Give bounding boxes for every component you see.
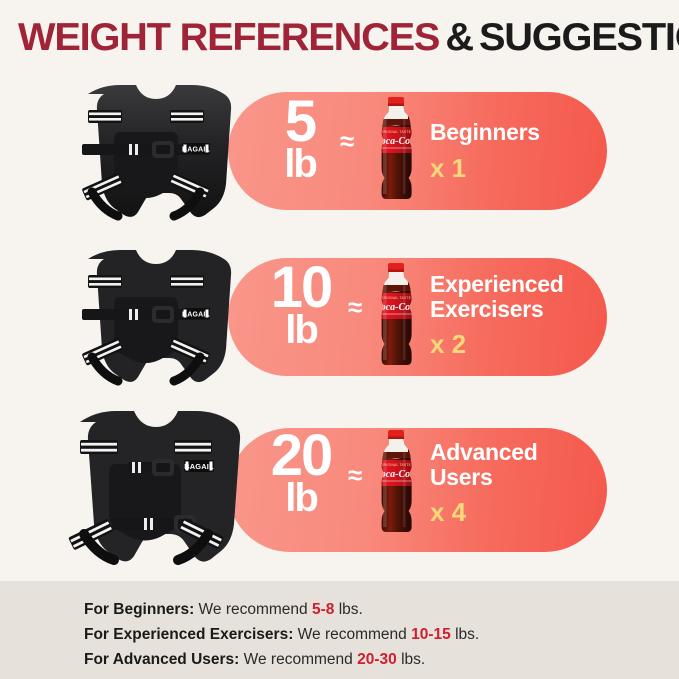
audience-block: Experienced Exercisers x 2 bbox=[430, 272, 564, 360]
recommendation-value: 5-8 bbox=[311, 601, 335, 618]
audience-label-line2: Users bbox=[430, 463, 493, 490]
weight-number: 20 bbox=[270, 423, 334, 488]
row-pill-background bbox=[228, 428, 607, 552]
recommendation-text-before: We recommend bbox=[297, 626, 407, 644]
recommendation-text-after: lbs. bbox=[338, 601, 363, 618]
recommendation-line-experienced: For Experienced Exercisers: We recommend… bbox=[84, 622, 479, 647]
svg-text:ORIGINAL TASTE: ORIGINAL TASTE bbox=[381, 130, 411, 134]
audience-block: Advanced Users x 4 bbox=[430, 440, 538, 528]
page-title-ampersand: & bbox=[445, 16, 474, 59]
weight-number: 5 bbox=[284, 89, 317, 154]
page-title-red-part: WEIGHT REFERENCES bbox=[18, 16, 440, 59]
weight-value-block: 5 lb bbox=[252, 89, 348, 187]
audience-label: Beginners bbox=[430, 119, 540, 145]
recommendation-value: 10-15 bbox=[411, 626, 451, 644]
audience-label-line1: Experienced bbox=[430, 271, 564, 297]
vest-brand-label: BAGAIL bbox=[184, 462, 214, 471]
audience-label-line1: Advanced bbox=[430, 439, 538, 465]
coca-cola-bottle-icon: ORIGINAL TASTE Coca-Cola bbox=[372, 97, 420, 206]
recommendation-label: For Experienced Exercisers: bbox=[84, 626, 294, 644]
recommendation-text-before: We recommend bbox=[198, 601, 308, 618]
audience-label-line2: Exercisers bbox=[430, 295, 544, 322]
approx-symbol: ≈ bbox=[348, 460, 363, 490]
weight-row-20lb: BAGAIL 20 lb ≈ bbox=[0, 404, 679, 576]
recommendation-value: 20-30 bbox=[357, 651, 397, 669]
svg-text:Coca-Cola: Coca-Cola bbox=[374, 136, 418, 147]
svg-text:Coca-Cola: Coca-Cola bbox=[374, 469, 418, 480]
weight-value-block: 20 lb bbox=[248, 423, 354, 521]
recommendation-text-after: lbs. bbox=[455, 626, 480, 644]
coca-cola-bottle-icon: ORIGINAL TASTE Coca-Cola bbox=[372, 263, 420, 372]
recommendation-footer: For Beginners: We recommend 5-8 lbs. For… bbox=[0, 581, 679, 679]
weight-vest-icon: BAGAIL bbox=[48, 406, 244, 576]
weight-row-5lb: BAGAIL 5 lb ≈ bbox=[0, 72, 679, 230]
recommendation-label: For Advanced Users: bbox=[84, 651, 240, 669]
recommendation-line-advanced: For Advanced Users: We recommend 20-30 l… bbox=[84, 647, 479, 672]
approx-symbol: ≈ bbox=[340, 126, 355, 156]
page-title: WEIGHT REFERENCES & SUGGESTIONS bbox=[18, 16, 679, 60]
svg-text:ORIGINAL TASTE: ORIGINAL TASTE bbox=[381, 296, 411, 300]
page-title-dark-part: SUGGESTIONS bbox=[478, 16, 679, 59]
recommendation-text-before: We recommend bbox=[243, 651, 353, 669]
weight-row-10lb: BAGAIL 10 lb ≈ bbox=[0, 238, 679, 396]
weight-unit: lb bbox=[285, 308, 319, 353]
svg-text:Coca-Cola: Coca-Cola bbox=[374, 302, 418, 313]
weight-unit: lb bbox=[285, 476, 319, 521]
weight-number: 10 bbox=[270, 255, 334, 320]
audience-block: Beginners x 1 bbox=[430, 120, 540, 184]
recommendation-text-after: lbs. bbox=[401, 651, 426, 669]
vest-brand-label: BAGAIL bbox=[182, 146, 211, 153]
recommendation-line-beginners: For Beginners: We recommend 5-8 lbs. bbox=[84, 597, 479, 622]
weight-value-block: 10 lb bbox=[248, 255, 354, 353]
coca-cola-bottle-icon: ORIGINAL TASTE Coca-Cola bbox=[372, 430, 420, 539]
weight-vest-icon: BAGAIL bbox=[58, 244, 234, 396]
approx-symbol: ≈ bbox=[348, 292, 363, 322]
row-pill-background bbox=[228, 258, 607, 376]
multiplier-label: x 2 bbox=[430, 329, 467, 360]
recommendation-label: For Beginners: bbox=[84, 601, 195, 618]
multiplier-label: x 1 bbox=[430, 152, 467, 183]
multiplier-label: x 4 bbox=[430, 497, 467, 528]
weight-vest-icon: BAGAIL bbox=[58, 80, 234, 230]
svg-text:ORIGINAL TASTE: ORIGINAL TASTE bbox=[381, 463, 411, 467]
weight-unit: lb bbox=[284, 142, 318, 187]
vest-brand-label: BAGAIL bbox=[182, 311, 211, 318]
row-pill-background bbox=[228, 92, 607, 210]
